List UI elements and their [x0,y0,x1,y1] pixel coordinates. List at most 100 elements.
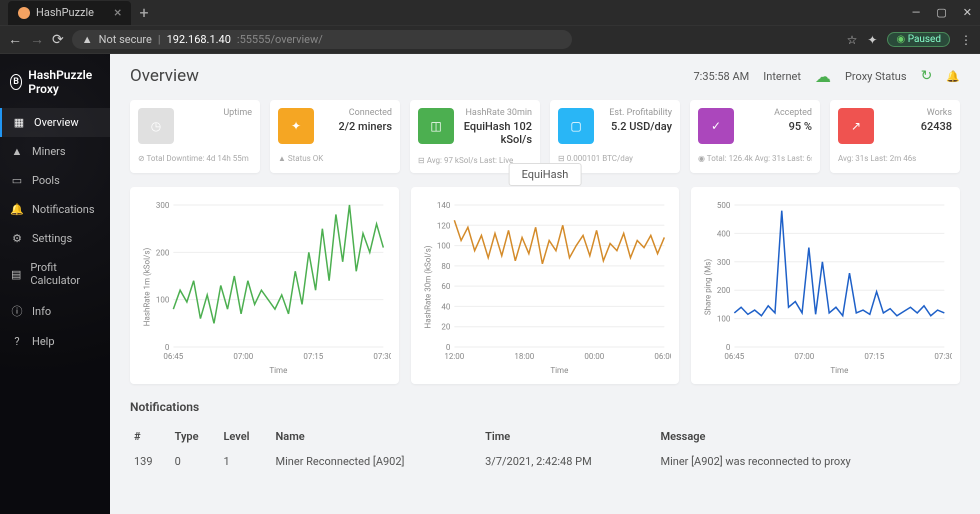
sidebar-item-profit-calculator[interactable]: ▤Profit Calculator [0,253,110,295]
card-value: 62438 [880,120,952,133]
svg-text:300: 300 [156,201,170,210]
app-name: HashPuzzle Proxy [28,68,100,96]
nav-label: Info [32,305,51,318]
svg-text:40: 40 [441,302,450,311]
browser-tab[interactable]: HashPuzzle × [8,1,131,25]
app-logo: B HashPuzzle Proxy [0,62,110,108]
card-label: Uptime [180,108,252,118]
svg-text:200: 200 [156,248,170,257]
svg-text:07:30: 07:30 [935,352,952,361]
sidebar-item-pools[interactable]: ▭ Pools [0,166,110,195]
svg-text:HashRate 30m (kSol/s): HashRate 30m (kSol/s) [423,245,432,328]
reload-button[interactable]: ⟳ [52,32,64,48]
internet-label: Internet [763,70,801,83]
bell-icon[interactable]: 🔔 [946,70,960,83]
bookmark-icon[interactable]: ☆ [847,33,858,47]
sidebar-item-overview[interactable]: ▦Overview [0,108,110,137]
menu-icon[interactable]: ⋮ [960,33,972,47]
svg-text:120: 120 [437,221,451,230]
stat-card-uptime: ◷Uptime⊘ Total Downtime: 4d 14h 55m [130,100,260,173]
table-row[interactable]: 13901Miner Reconnected [A902]3/7/2021, 2… [130,449,960,474]
card-label: HashRate 30min [460,108,532,118]
stat-card-works: ↗Works62438Avg: 31s Last: 2m 46s [830,100,960,173]
svg-text:400: 400 [717,229,731,238]
table-header: # [130,424,171,449]
sidebar-item-settings[interactable]: ⚙Settings [0,224,110,253]
svg-text:06:00: 06:00 [654,352,671,361]
nav-label: Overview [34,116,79,129]
page-title: Overview [130,66,199,86]
svg-text:80: 80 [441,262,450,271]
hashrate-30m-chart: 02040608010012014012:0018:0000:0006:00Ha… [419,197,672,377]
card-footer: ▲ Status OK [278,154,392,163]
tab-title: HashPuzzle [36,6,94,19]
url-path: :55555/overview/ [237,33,323,46]
card-icon: ▢ [558,108,594,144]
nav-icon: ▭ [10,174,24,187]
card-footer: ⊘ Total Downtime: 4d 14h 55m [138,154,252,163]
hashrate-1m-chart: 010020030006:4507:0007:1507:30HashRate 1… [138,197,391,377]
svg-text:07:00: 07:00 [233,352,253,361]
card-icon: ✦ [278,108,314,144]
sync-icon[interactable]: ↻ [921,68,933,84]
table-header: Type [171,424,220,449]
notifications-table: #TypeLevelNameTimeMessage 13901Miner Rec… [130,424,960,474]
url-input[interactable]: ▲ Not secure | 192.168.1.40:55555/overvi… [72,30,572,49]
svg-text:0: 0 [165,343,170,352]
maximize-icon[interactable]: ▢ [936,6,946,19]
svg-text:00:00: 00:00 [584,352,604,361]
svg-text:12:00: 12:00 [444,352,464,361]
nav-icon: ? [10,335,24,348]
table-header: Message [656,424,960,449]
extensions-icon[interactable]: ✦ [867,33,877,47]
svg-text:0: 0 [726,343,731,352]
nav-label: Miners [32,145,66,158]
logo-icon: B [10,74,22,90]
card-value: 5.2 USD/day [600,120,672,133]
svg-text:18:00: 18:00 [514,352,534,361]
browser-tab-bar: HashPuzzle × + — ▢ ✕ [0,0,980,26]
back-button[interactable]: ← [8,31,22,48]
svg-text:07:15: 07:15 [865,352,885,361]
sidebar: B HashPuzzle Proxy ▦Overview▲Miners ▭ Pool… [0,54,110,514]
not-secure-label: Not secure [99,33,152,46]
nav-label: Pools [32,174,60,187]
not-secure-icon: ▲ [82,33,93,46]
new-tab-button[interactable]: + [139,3,148,22]
card-value: EquiHash 102 kSol/s [460,120,532,146]
nav-icon: 🔔 [10,203,24,216]
close-tab-icon[interactable]: × [114,5,121,21]
cloud-icon: ☁ [815,67,831,86]
svg-text:Share ping (Ms): Share ping (Ms) [704,259,713,316]
nav-label: Help [32,335,55,348]
profile-paused-badge[interactable]: ◉ Paused [887,32,950,47]
svg-text:300: 300 [717,258,731,267]
sidebar-item-notifications[interactable]: 🔔Notifications [0,195,110,224]
card-footer: ⊟ 0.000101 BTC/day [558,154,672,163]
nav-icon: ⓘ [10,303,24,319]
nav-label: Profit Calculator [30,261,100,287]
card-label: Est. Profitability [600,108,672,118]
stat-card-accepted: ✓Accepted95 %◉ Total: 126.4k Avg: 31s La… [690,100,820,173]
svg-text:Time: Time [269,366,287,375]
main-content: Overview 7:35:58 AM Internet ☁ Proxy Sta… [110,54,980,514]
header-clock: 7:35:58 AM [694,70,750,83]
card-label: Accepted [740,108,812,118]
svg-text:Time: Time [831,366,849,375]
svg-text:500: 500 [717,201,731,210]
svg-text:06:45: 06:45 [163,352,183,361]
close-window-icon[interactable]: ✕ [963,6,972,19]
sidebar-item-info[interactable]: ⓘ Info [0,295,110,327]
sidebar-item-miners[interactable]: ▲Miners [0,137,110,166]
card-footer: Avg: 31s Last: 2m 46s [838,154,952,163]
sidebar-item-help[interactable]: ? Help [0,327,110,356]
svg-text:100: 100 [156,296,170,305]
svg-text:07:00: 07:00 [795,352,815,361]
svg-text:Time: Time [550,366,568,375]
minimize-icon[interactable]: — [912,6,921,19]
forward-button[interactable]: → [30,31,44,48]
svg-text:60: 60 [441,282,450,291]
stat-card-connected: ✦Connected2/2 miners▲ Status OK [270,100,400,173]
nav-label: Settings [32,232,72,245]
card-icon: ✓ [698,108,734,144]
